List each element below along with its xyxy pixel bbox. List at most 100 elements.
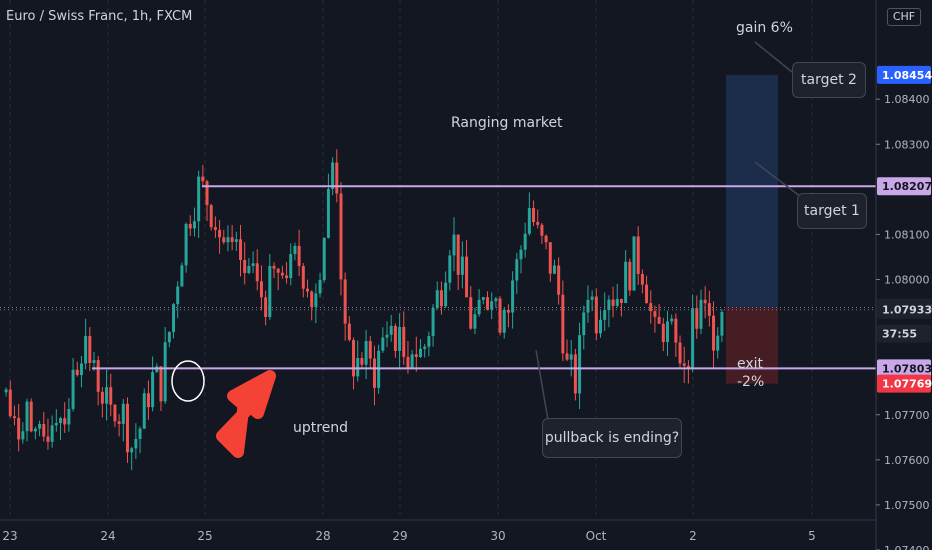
candle-body [130, 448, 134, 453]
candle-body [448, 255, 452, 283]
candle-body [322, 237, 326, 281]
candle-body [134, 438, 138, 449]
candle-body [8, 389, 12, 417]
price-tick-label: 1.07500 [884, 499, 930, 512]
price-tick-label: 1.08000 [884, 274, 930, 287]
candle-body [188, 223, 192, 229]
candle-body [50, 425, 54, 442]
candle-body [678, 342, 682, 364]
candle-body [352, 339, 356, 377]
time-tick-label: 29 [392, 529, 407, 543]
time-tick-label: 28 [315, 529, 330, 543]
candle-body [481, 297, 485, 300]
candle-body [632, 236, 636, 291]
time-tick-label: 2 [689, 529, 697, 543]
candle-body [259, 281, 263, 298]
time-tick-label: 24 [100, 529, 115, 543]
candle-body [264, 297, 268, 317]
candle-body [423, 346, 427, 349]
candle-body [674, 318, 678, 343]
time-tick-label: 5 [808, 529, 816, 543]
candle-body [167, 332, 171, 343]
price-tick-label: 1.08400 [884, 93, 930, 106]
candle-body [657, 316, 661, 324]
candle-body [226, 237, 230, 243]
pullback-callout[interactable]: pullback is ending? [542, 418, 682, 458]
candle-body [201, 176, 205, 182]
candle-body [477, 299, 481, 315]
candle-body [628, 261, 632, 291]
candle-body [615, 298, 619, 306]
candle-body [569, 354, 573, 360]
candle-body [636, 236, 640, 274]
candle-body [548, 242, 552, 274]
candle-body [75, 369, 79, 376]
candle-body [12, 416, 16, 419]
candle-body [184, 223, 188, 266]
candle-body [381, 337, 385, 351]
candle-body [310, 291, 314, 307]
candle-body [305, 288, 309, 292]
profit-zone [726, 74, 778, 308]
candle-body [611, 299, 615, 306]
candle-body [314, 293, 318, 307]
candle-body [222, 237, 226, 243]
candle-body [326, 189, 330, 238]
candle-body [536, 222, 540, 225]
candle-body [234, 239, 238, 242]
candle-body [473, 314, 477, 329]
candle-body [456, 234, 460, 275]
target-2-callout[interactable]: target 2 [792, 62, 866, 98]
candle-body [490, 301, 494, 310]
candle-body [649, 303, 653, 312]
price-tick-label: 1.08300 [884, 138, 930, 151]
candle-body [347, 323, 351, 340]
candle-body [117, 421, 121, 424]
target-1-callout[interactable]: target 1 [797, 193, 867, 229]
candle-body [393, 325, 397, 351]
candle-body [594, 296, 598, 334]
candle-body [695, 308, 699, 329]
candle-body [268, 265, 272, 317]
candle-body [603, 310, 607, 320]
candle-body [360, 358, 364, 365]
candle-body [159, 366, 163, 402]
candle-body [665, 321, 669, 343]
symbol-title[interactable]: Euro / Swiss Franc, 1h, FXCM [6, 9, 193, 24]
candle-body [716, 335, 720, 351]
candle-body [431, 308, 435, 337]
candle-body [435, 290, 439, 309]
candle-body [582, 312, 586, 336]
candle-body [29, 401, 33, 432]
candle-body [285, 275, 289, 279]
candle-body [532, 208, 536, 223]
candle-body [645, 284, 649, 304]
candle-body [460, 256, 464, 275]
price-badge [877, 300, 931, 319]
candle-body [385, 334, 389, 338]
candle-body [21, 431, 25, 440]
candle-body [180, 265, 184, 287]
price-badge [877, 374, 931, 393]
candle-body [25, 401, 29, 432]
price-axis-panel [876, 0, 932, 550]
candle-body [452, 234, 456, 256]
price-badge-label: 1.07769 [882, 378, 932, 391]
exit-label: exit [737, 356, 764, 372]
candle-body [653, 311, 657, 317]
price-badge-label: 37:55 [882, 328, 917, 341]
candle-body [79, 363, 83, 376]
candle-body [356, 358, 360, 377]
candle-body [590, 296, 594, 300]
candle-body [92, 360, 96, 363]
candle-body [17, 418, 21, 440]
candle-body [527, 208, 531, 234]
time-tick-label: 30 [490, 529, 505, 543]
candle-body [218, 229, 222, 238]
candle-body [335, 162, 339, 194]
candle-body [465, 256, 469, 298]
currency-badge[interactable]: CHF [887, 8, 921, 26]
candle-body [239, 239, 243, 261]
price-badge-label: 1.07803 [882, 362, 932, 375]
